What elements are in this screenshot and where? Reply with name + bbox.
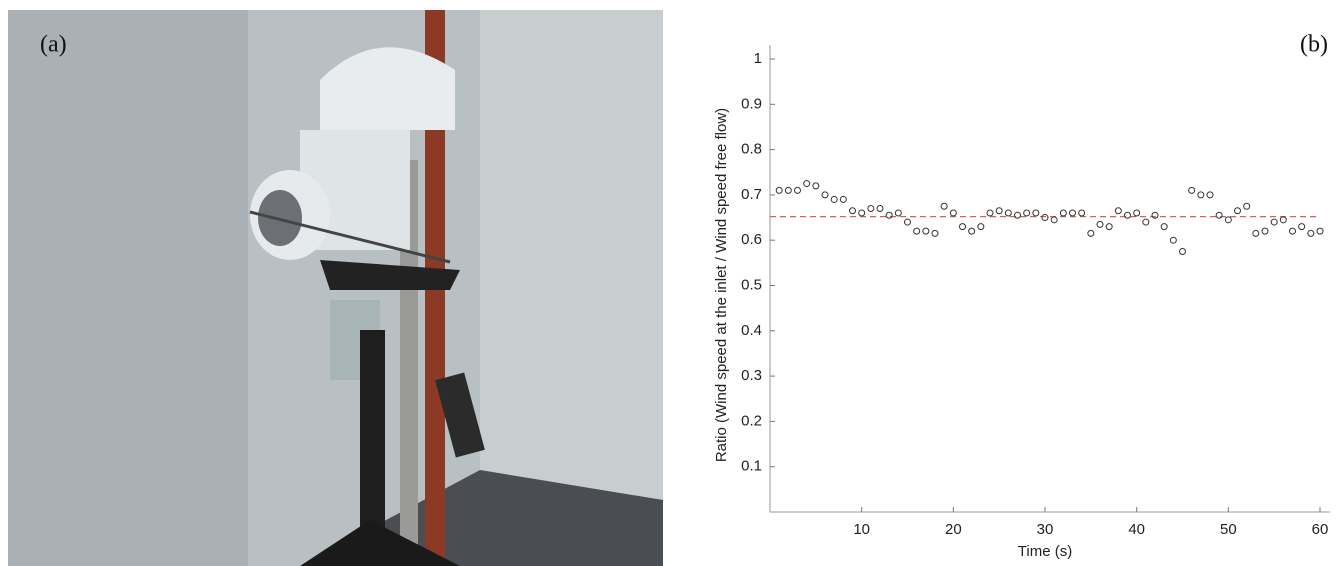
point [1243, 202, 1251, 210]
y-tick-label: 0.8 [741, 141, 762, 158]
y-tick-label: 0.2 [741, 412, 762, 429]
point [775, 186, 783, 194]
point [913, 227, 921, 235]
point [812, 182, 820, 190]
x-tick-label: 30 [1037, 521, 1054, 538]
point [1169, 236, 1177, 244]
panel-label: (a) [40, 32, 67, 58]
point [940, 202, 948, 210]
point [849, 207, 856, 215]
point [1096, 220, 1104, 228]
point [995, 207, 1003, 215]
point [830, 195, 838, 203]
point [1032, 209, 1040, 217]
point [784, 186, 792, 194]
point [986, 209, 994, 217]
point [1023, 209, 1031, 217]
point [1050, 216, 1058, 224]
point [1270, 218, 1278, 226]
point [1160, 223, 1168, 231]
x-axis-label: Time (s) [1018, 543, 1072, 560]
point [1206, 191, 1214, 199]
point [1289, 227, 1296, 235]
x-tick-label: 10 [853, 521, 870, 538]
point [1124, 211, 1131, 219]
point [894, 209, 902, 217]
point [1179, 248, 1186, 256]
x-tick-label: 60 [1312, 521, 1329, 538]
point [968, 227, 976, 235]
x-tick-label: 50 [1220, 521, 1237, 538]
photo [8, 10, 663, 566]
y-tick-label: 0.9 [741, 95, 762, 112]
point [1252, 229, 1260, 237]
point [1059, 209, 1067, 217]
point [1215, 211, 1223, 219]
point [858, 209, 866, 217]
y-tick-label: 0.4 [741, 322, 762, 339]
panel-label: (b) [1300, 32, 1328, 58]
point [922, 227, 930, 235]
y-tick-label: 0.3 [741, 367, 762, 384]
point [1279, 216, 1287, 224]
point [1105, 223, 1113, 231]
y-axis-label: Ratio (Wind speed at the inlet / Wind sp… [713, 108, 730, 462]
point [1261, 227, 1269, 235]
point [803, 180, 811, 188]
y-tick-label: 0.6 [741, 231, 762, 248]
x-tick-label: 20 [945, 521, 962, 538]
point [876, 204, 884, 212]
point [794, 186, 801, 194]
point [885, 211, 893, 219]
point [931, 229, 939, 237]
point [1188, 186, 1196, 194]
point [949, 209, 957, 217]
point [839, 195, 847, 203]
point [1014, 211, 1021, 219]
point [1087, 229, 1095, 237]
y-tick-label: 1 [754, 50, 762, 67]
point [1307, 229, 1315, 237]
x-tick-label: 40 [1128, 521, 1145, 538]
point [1316, 227, 1324, 235]
point [1004, 209, 1012, 217]
point [1234, 207, 1241, 215]
point [1114, 207, 1122, 215]
y-tick-label: 0.5 [741, 276, 762, 293]
point [1151, 211, 1159, 219]
point [1078, 209, 1086, 217]
point [1142, 218, 1150, 226]
point [867, 204, 875, 212]
point [959, 223, 966, 231]
y-tick-label: 0.1 [741, 458, 762, 475]
point [1298, 223, 1306, 231]
y-tick-label: 0.7 [741, 186, 762, 203]
point [1197, 191, 1205, 199]
point [821, 191, 829, 199]
point [904, 218, 911, 226]
point [1224, 216, 1232, 224]
point [1069, 209, 1076, 217]
point [977, 223, 985, 231]
point [1133, 209, 1141, 217]
point [1041, 214, 1049, 222]
